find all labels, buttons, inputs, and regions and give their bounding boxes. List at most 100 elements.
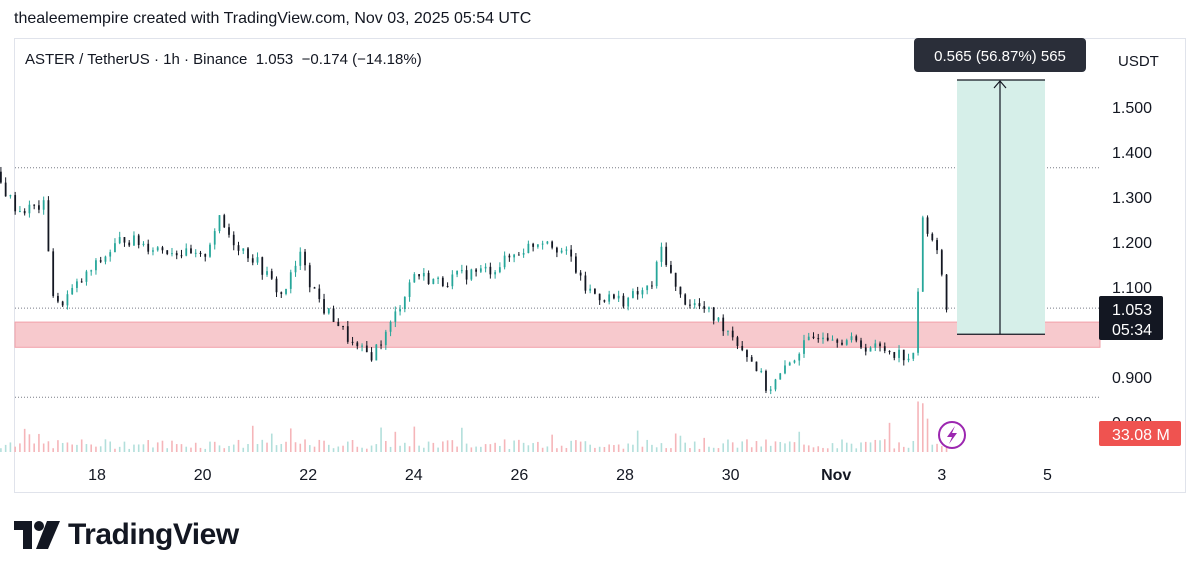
volume-bar-83 [385,440,387,452]
volume-bar-119 [556,448,558,452]
candle-body-58 [266,271,268,275]
volume-bar-168 [788,441,791,452]
volume-bar-69 [318,439,321,452]
volume-bar-178 [836,448,839,452]
volume-bar-94 [437,447,439,452]
candle-body-62 [285,288,287,294]
volume-bar-199 [936,443,938,452]
volume-bar-107 [499,445,501,452]
candle-body-178 [836,339,839,343]
candle-body-194 [912,352,915,359]
candle-body-91 [422,272,425,277]
volume-bar-114 [532,443,534,452]
candle-body-126 [589,288,592,291]
candle-body-167 [784,365,786,374]
volume-bar-40 [180,444,183,452]
volume-bar-187 [879,440,881,452]
candle-body-184 [864,347,867,352]
candle-body-187 [879,343,881,347]
y-tick-label-2: 1.300 [1112,190,1152,207]
volume-bar-103 [480,446,482,452]
volume-bar-176 [826,448,829,452]
candle-body-139 [651,285,653,287]
volume-bar-196 [921,403,924,452]
labels-layer: 1.053 05:34 33.08 M [938,296,1181,449]
x-tick-label-7: Nov [821,467,851,484]
volume-bar-63 [289,428,292,452]
volume-bar-66 [304,439,306,452]
volume-bar-42 [190,447,192,452]
volume-bar-29 [128,448,131,452]
candle-body-77 [356,342,359,347]
volume-bar-77 [356,446,359,452]
volume-bar-183 [860,442,862,452]
candle-body-193 [907,358,910,361]
volume-bar-90 [418,445,420,452]
candle-body-133 [622,295,625,307]
volume-bar-184 [864,441,867,452]
candle-body-6 [19,211,21,213]
candle-body-35 [156,247,159,251]
candle-body-132 [617,295,620,299]
candle-body-8 [28,204,31,214]
x-tick-label-8: 3 [937,467,946,484]
candle-body-47 [213,231,216,245]
symbol-legend[interactable]: ASTER / TetherUS · 1h · Binance 1.053 −0… [25,51,422,68]
candle-body-96 [446,285,449,287]
candle-body-138 [646,285,649,291]
candle-body-186 [874,343,877,348]
candle-body-123 [574,256,577,273]
candle-body-93 [432,278,435,284]
volume-bar-155 [727,439,729,452]
volume-bar-47 [213,441,216,452]
candle-body-31 [137,235,140,246]
candle-body-115 [536,244,539,247]
candle-body-160 [750,357,753,362]
x-tick-label-9: 5 [1043,467,1052,484]
volume-bar-162 [760,446,763,452]
candle-body-151 [708,307,710,309]
chart-panel[interactable] [14,38,1186,493]
volume-bar-39 [175,444,178,452]
volume-bar-105 [489,444,492,452]
volume-layer [0,401,948,452]
volume-bar-56 [256,444,259,452]
volume-bar-36 [161,440,164,452]
candle-body-12 [47,200,50,252]
candle-body-142 [665,246,668,265]
volume-bar-18 [76,444,78,452]
volume-bar-57 [261,439,264,452]
candle-body-41 [185,248,188,256]
candle-body-162 [760,370,763,372]
volume-bar-3 [4,444,7,452]
tradingview-logo-icon [14,521,60,549]
volume-bar-185 [869,442,872,452]
candle-body-198 [931,233,934,241]
volume-bar-115 [537,441,539,452]
candle-body-7 [23,211,26,214]
candle-body-57 [261,257,264,275]
volume-bar-8 [28,434,31,452]
volume-bar-20 [85,444,88,452]
candle-body-99 [460,270,463,272]
candle-body-154 [722,317,725,332]
volume-bar-134 [627,443,629,452]
candle-body-40 [180,255,183,257]
volume-bar-113 [527,445,530,452]
candle-body-89 [413,274,416,283]
candle-body-124 [579,272,582,276]
volume-bar-132 [617,444,620,452]
volume-bar-186 [874,439,877,452]
candle-body-197 [926,217,929,234]
candles-layer [0,166,948,395]
candle-body-19 [80,281,83,283]
last-price-badge [1099,296,1163,340]
candle-body-125 [584,275,587,291]
candle-body-121 [565,249,568,251]
price-scale-unit[interactable]: USDT [1118,53,1159,70]
candle-body-134 [627,297,630,307]
tradingview-logo: TradingView [14,517,239,553]
volume-bar-85 [394,431,397,452]
volume-bar-71 [327,444,330,452]
